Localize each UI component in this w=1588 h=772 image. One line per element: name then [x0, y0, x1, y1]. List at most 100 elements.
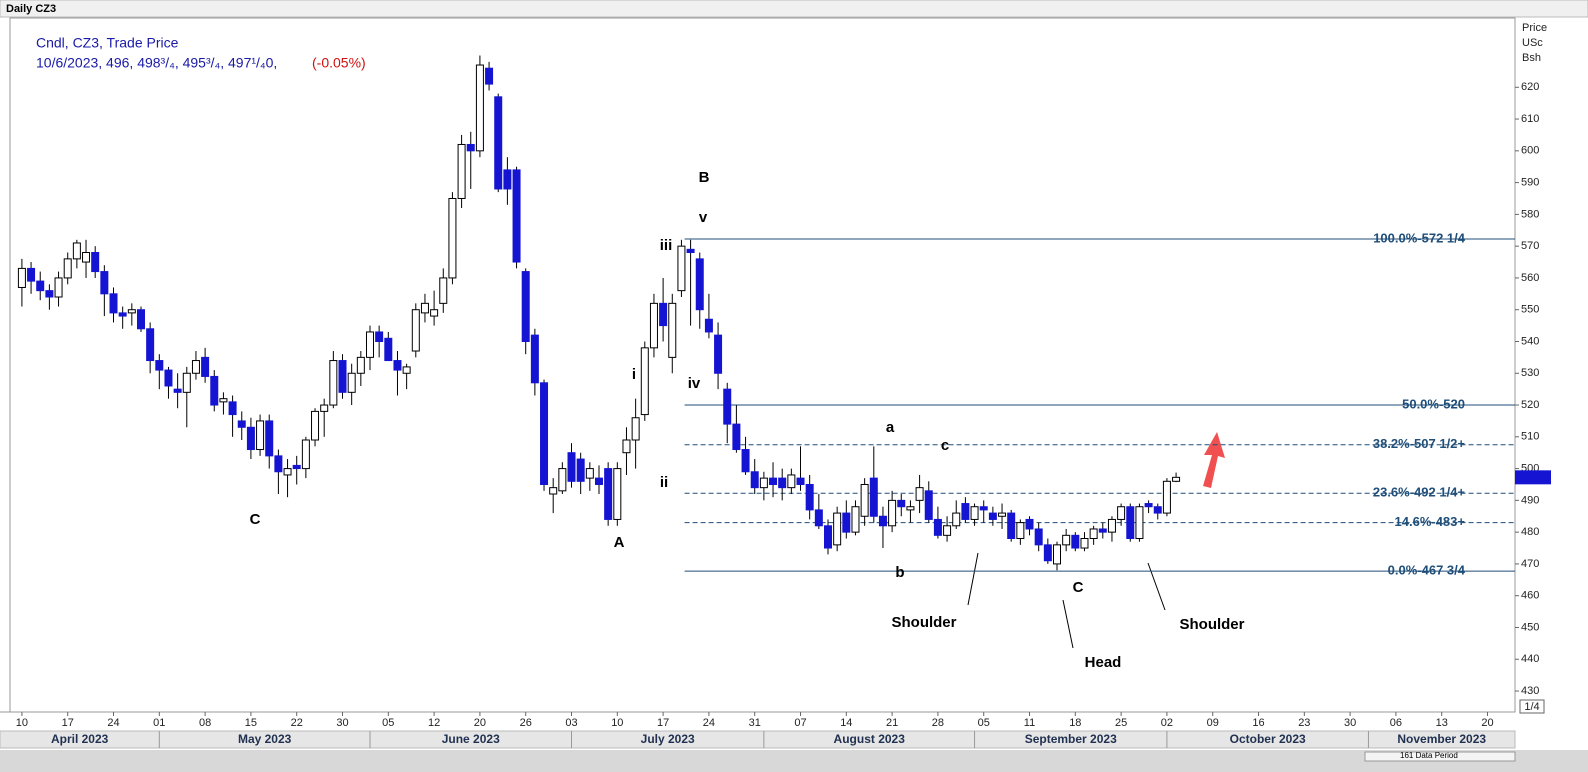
x-tick-label: 31 [749, 717, 761, 729]
candle-body [347, 372, 356, 393]
wave-label: C [250, 511, 261, 528]
zoom-label: 1/4 [1524, 701, 1539, 713]
y-tick-label: 510 [1521, 431, 1539, 443]
x-tick-label: 05 [382, 717, 394, 729]
candle-body [82, 252, 91, 263]
wave-label: Head [1085, 654, 1122, 671]
candle-body [668, 302, 677, 358]
candle-body [72, 242, 81, 260]
candle-body [814, 509, 823, 527]
candle-body [723, 388, 732, 425]
candle-body [365, 331, 374, 358]
candle-body [530, 334, 539, 384]
y-tick-label: 520 [1521, 399, 1539, 411]
price-axis-title: USc [1522, 37, 1543, 49]
y-tick-label: 610 [1521, 113, 1539, 125]
up-arrow [1203, 432, 1225, 488]
candle-body [485, 67, 494, 85]
candle-body [924, 490, 933, 520]
candle-body [173, 388, 182, 393]
x-tick-label: 21 [886, 717, 898, 729]
candle-body [439, 277, 448, 304]
candle-body [292, 464, 301, 470]
fib-label: 100.0%-572 1/4 [1373, 230, 1466, 245]
candle-body [109, 293, 118, 314]
month-label: June 2023 [442, 732, 500, 746]
candle-body [1172, 476, 1181, 482]
candle-body [732, 423, 741, 451]
y-tick-label: 490 [1521, 494, 1539, 506]
candle-body [888, 499, 897, 527]
x-tick-label: 10 [16, 717, 28, 729]
pointer-line [1062, 599, 1074, 649]
candle-body [320, 404, 329, 412]
candle-body [640, 347, 649, 416]
candle-body [979, 506, 988, 511]
x-tick-label: 30 [336, 717, 348, 729]
x-tick-label: 25 [1115, 717, 1127, 729]
y-tick-label: 600 [1521, 145, 1539, 157]
candle-body [27, 267, 36, 282]
scroll-thumb[interactable] [1364, 751, 1516, 762]
y-tick-label: 540 [1521, 335, 1539, 347]
candle-body [1034, 528, 1043, 546]
candle-body [970, 506, 979, 520]
y-tick-label: 430 [1521, 685, 1539, 697]
candle-body [622, 439, 631, 454]
x-tick-label: 08 [199, 717, 211, 729]
candle-body [823, 525, 832, 549]
x-tick-label: 06 [1390, 717, 1402, 729]
candle-body [36, 280, 45, 292]
y-tick-label: 450 [1521, 621, 1539, 633]
y-tick-label: 470 [1521, 558, 1539, 570]
x-tick-label: 01 [153, 717, 165, 729]
candle-body [943, 525, 952, 536]
zoom-box[interactable] [1519, 699, 1545, 714]
candle-body [567, 452, 576, 482]
wave-label: A [614, 534, 625, 551]
candle-body [1080, 538, 1089, 549]
candle-body [191, 360, 200, 374]
candle-body [649, 302, 658, 349]
candle-body [576, 458, 585, 482]
candle-body [594, 477, 603, 485]
wave-label: iii [660, 237, 673, 254]
wave-label: Shoulder [891, 614, 956, 631]
x-tick-label: 09 [1207, 717, 1219, 729]
candle-body [420, 302, 429, 314]
wave-label: i [632, 366, 636, 383]
x-tick-label: 02 [1161, 717, 1173, 729]
candle-body [613, 468, 622, 520]
candle-body [540, 382, 549, 485]
x-tick-label: 11 [1024, 717, 1035, 729]
candle-body [769, 477, 778, 485]
candle-body [695, 258, 704, 311]
month-band [0, 730, 1516, 749]
candle-body [631, 417, 640, 441]
x-tick-label: 03 [565, 717, 577, 729]
month-label: September 2023 [1025, 732, 1117, 746]
y-tick-label: 560 [1521, 272, 1539, 284]
wave-label: Shoulder [1179, 616, 1244, 633]
fib-label: 23.6%-492 1/4+ [1373, 485, 1466, 500]
candle-body [1007, 512, 1016, 539]
candle-body [1153, 506, 1162, 514]
x-tick-label: 26 [520, 717, 532, 729]
candle-body [686, 248, 695, 254]
candle-body [1098, 528, 1107, 533]
candle-body [228, 401, 237, 416]
candle-body [54, 277, 63, 298]
candle-body [933, 518, 942, 536]
x-tick-label: 20 [1481, 717, 1493, 729]
candle-body [952, 512, 961, 527]
x-tick-label: 17 [657, 717, 669, 729]
x-tick-label: 24 [107, 717, 119, 729]
candle-body [1071, 534, 1080, 549]
wave-label: a [886, 419, 895, 436]
candle-body [127, 309, 136, 314]
candle-body [237, 420, 246, 428]
candle-body [915, 487, 924, 501]
wave-label: b [895, 564, 904, 581]
candle-body [1016, 522, 1025, 539]
candle-body [384, 337, 393, 362]
